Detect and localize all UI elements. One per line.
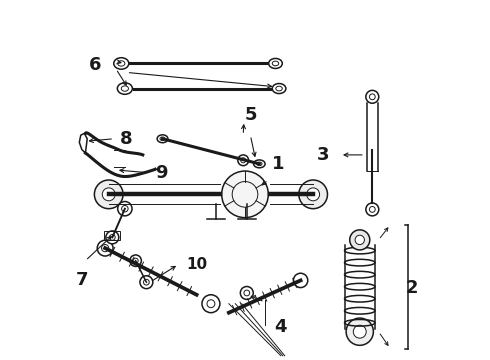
Circle shape [294,273,308,288]
Ellipse shape [114,58,129,69]
Text: 6: 6 [89,56,101,74]
Circle shape [106,231,119,244]
Text: 7: 7 [75,271,88,289]
Circle shape [202,295,220,313]
Circle shape [97,240,113,256]
Text: 8: 8 [120,130,132,148]
Circle shape [355,235,365,244]
Circle shape [118,202,132,216]
Text: 5: 5 [244,107,257,125]
Text: 1: 1 [272,155,284,173]
Circle shape [353,325,366,338]
Text: 10: 10 [186,257,207,272]
Circle shape [299,180,327,209]
Ellipse shape [157,135,168,143]
Ellipse shape [117,83,132,94]
Circle shape [346,318,373,345]
Text: 3: 3 [317,146,329,164]
Ellipse shape [269,58,282,68]
Circle shape [307,188,319,201]
Text: 9: 9 [155,164,168,182]
Circle shape [95,180,123,209]
Circle shape [238,155,248,166]
Text: 2: 2 [406,279,418,297]
Ellipse shape [272,84,286,94]
Ellipse shape [254,160,265,168]
Circle shape [240,287,253,300]
Circle shape [130,255,141,266]
Circle shape [140,276,153,289]
Circle shape [350,230,370,250]
Circle shape [221,171,269,218]
Text: 4: 4 [274,318,286,336]
Circle shape [102,188,115,201]
